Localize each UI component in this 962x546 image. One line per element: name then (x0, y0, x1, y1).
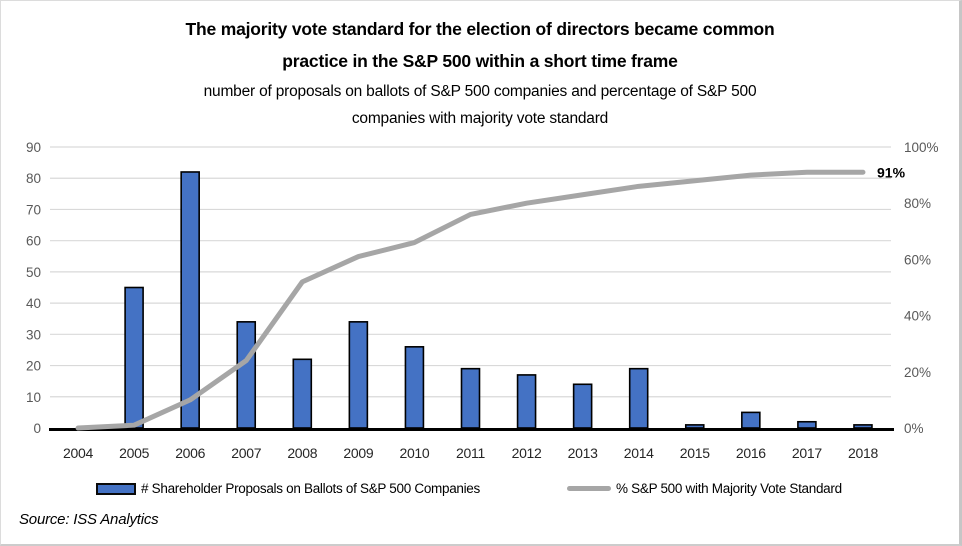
bar-2015 (684, 424, 705, 429)
x-axis-year-label: 2017 (792, 445, 822, 461)
right-axis-tick-label: 40% (904, 309, 931, 324)
x-axis-year-label: 2005 (119, 445, 149, 461)
left-axis-tick-label: 50 (26, 265, 41, 280)
left-axis-tick-label: 60 (26, 234, 41, 249)
x-axis-year-label: 2011 (456, 445, 485, 461)
legend-item-bar-series: # Shareholder Proposals on Ballots of S&… (96, 481, 480, 496)
x-axis-year-label: 2008 (287, 445, 317, 461)
bar-2014 (628, 367, 649, 429)
bar-2016 (741, 411, 761, 429)
chart-subtitle: number of proposals on ballots of S&P 50… (203, 83, 757, 127)
bar-2011 (460, 367, 481, 429)
x-axis-year-label: 2004 (63, 445, 93, 461)
legend-item-line-series: % S&P 500 with Majority Vote Standard (567, 481, 842, 496)
bar-2008 (292, 358, 313, 429)
bar-2005 (124, 286, 144, 429)
x-axis-year-label: 2010 (399, 445, 429, 461)
line-series-swatch-icon (567, 486, 611, 491)
right-axis-tick-label: 0% (904, 421, 924, 436)
bar-2017 (797, 420, 817, 429)
x-axis-year-label: 2012 (512, 445, 542, 461)
right-axis-tick-label: 100% (904, 140, 939, 155)
x-axis-year-label: 2009 (343, 445, 373, 461)
x-axis-year-label: 2006 (175, 445, 205, 461)
x-axis-year-label: 2015 (680, 445, 710, 461)
left-axis-tick-label: 10 (26, 390, 41, 405)
left-axis-tick-label: 70 (26, 202, 41, 217)
x-axis-year-label: 2007 (231, 445, 261, 461)
source-note: Source: ISS Analytics (19, 511, 159, 528)
chart-legend: # Shareholder Proposals on Ballots of S&… (1, 481, 959, 501)
legend-label-line-series: % S&P 500 with Majority Vote Standard (616, 481, 842, 496)
bar-2013 (572, 383, 593, 429)
left-axis-tick-label: 80 (26, 171, 41, 186)
left-axis-tick-label: 0 (33, 421, 41, 436)
x-axis-year-label: 2013 (568, 445, 598, 461)
left-axis-tick-label: 90 (26, 140, 41, 155)
line-end-data-label: 91% (877, 164, 906, 180)
bar-series-swatch-icon (96, 482, 136, 495)
bar-2018 (853, 424, 873, 429)
x-axis-year-label: 2018 (848, 445, 878, 461)
bar-2007 (236, 321, 257, 429)
left-axis-tick-label: 20 (26, 359, 41, 374)
x-axis-year-label: 2014 (624, 445, 654, 461)
bar-2006 (180, 171, 200, 429)
right-axis-tick-label: 80% (904, 196, 931, 211)
trend-line (75, 169, 866, 431)
legend-label-bar-series: # Shareholder Proposals on Ballots of S&… (141, 481, 480, 496)
x-axis-year-label: 2016 (736, 445, 766, 461)
bar-2012 (516, 374, 537, 429)
right-axis-tick-label: 20% (904, 365, 931, 380)
left-axis-tick-label: 30 (26, 327, 41, 342)
right-axis-tick-label: 60% (904, 252, 931, 267)
bar-2009 (348, 321, 369, 429)
bar-2010 (404, 346, 425, 429)
left-axis-tick-label: 40 (26, 296, 41, 311)
chart-title: The majority vote standard for the elect… (185, 19, 775, 71)
